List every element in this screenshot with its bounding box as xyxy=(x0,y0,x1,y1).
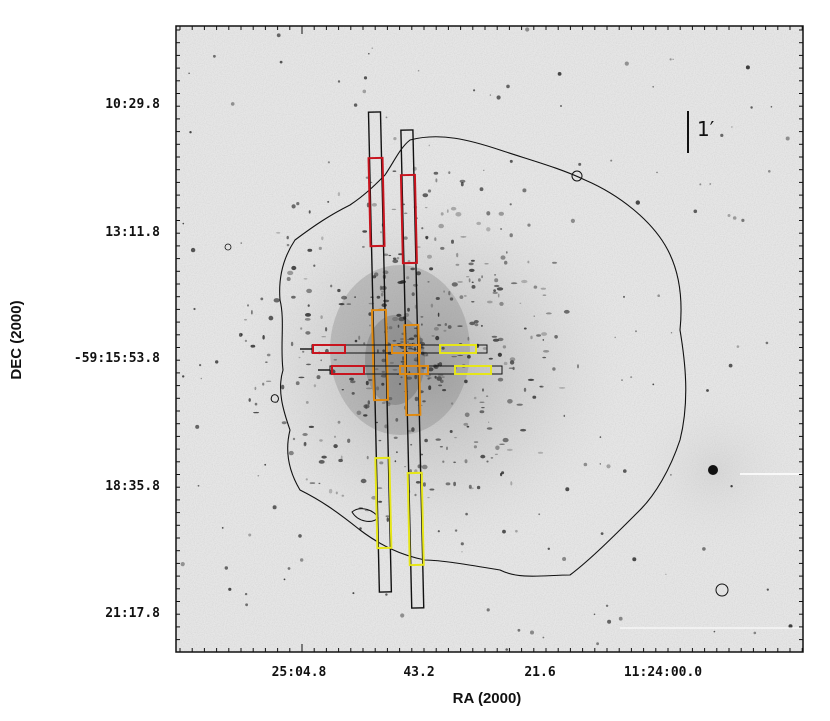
x-tick-label: 11:24:00.0 xyxy=(624,665,702,680)
x-axis-title: RA (2000) xyxy=(453,690,522,707)
y-axis: 10:29.8 13:11.8 -59:15:53.8 18:35.8 21:1… xyxy=(74,97,160,621)
nebula-contour xyxy=(279,136,687,577)
slit-left xyxy=(367,111,393,593)
y-tick-label: 21:17.8 xyxy=(105,606,160,621)
slit-right xyxy=(399,129,425,609)
y-tick-label: 13:11.8 xyxy=(105,225,160,240)
y-tick-label: 10:29.8 xyxy=(105,97,160,112)
slit-horizontal-lower xyxy=(318,365,503,375)
sky-image xyxy=(176,26,803,652)
y-tick-label: -59:15:53.8 xyxy=(74,351,160,366)
slit-overlay xyxy=(300,111,503,609)
scale-bar-label: 1′ xyxy=(697,117,715,141)
x-tick-label: 25:04.8 xyxy=(272,665,327,680)
x-axis: 25:04.8 43.2 21.6 11:24:00.0 xyxy=(272,665,703,680)
slit-horizontal-upper xyxy=(300,344,488,354)
y-tick-label: 18:35.8 xyxy=(105,479,160,494)
x-tick-label: 21.6 xyxy=(524,665,555,680)
y-axis-title: DEC (2000) xyxy=(8,300,25,379)
x-tick-label: 43.2 xyxy=(403,665,434,680)
plot-frame xyxy=(175,25,804,653)
